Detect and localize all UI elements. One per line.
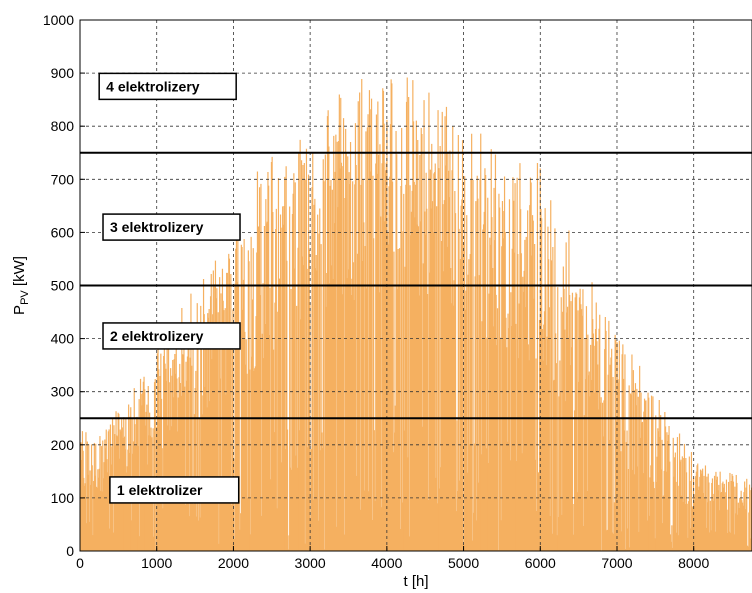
annotation-box: 4 elektrolizery	[98, 72, 237, 101]
y-axis-label-sub: PV	[19, 290, 31, 305]
x-tick-label: 3000	[295, 555, 326, 571]
x-tick-label: 7000	[601, 555, 632, 571]
y-tick-label: 400	[51, 331, 75, 347]
y-axis-label-main: P	[11, 305, 28, 315]
y-tick-label: 800	[51, 118, 75, 134]
x-tick-label: 5000	[448, 555, 479, 571]
annotation-frame	[102, 213, 241, 241]
x-tick-label: 6000	[525, 555, 556, 571]
x-ticks: 0 1000 2000 3000 4000 5000 6000 7000 8000	[76, 546, 709, 571]
x-tick-label: 8000	[678, 555, 709, 571]
x-tick-label: 1000	[141, 555, 172, 571]
y-tick-label: 200	[51, 437, 75, 453]
annotation-label: 3 elektrolizery	[110, 219, 204, 235]
y-ticks: 0 100 200 300 400 500 600 700 800 900 1000	[43, 12, 85, 559]
x-axis-label: t [h]	[403, 573, 428, 590]
x-tick-label: 2000	[218, 555, 249, 571]
x-tick-label: 4000	[371, 555, 402, 571]
annotation-box: 2 elektrolizery	[102, 322, 241, 350]
x-tick-label: 0	[76, 555, 84, 571]
y-tick-label: 300	[51, 384, 75, 400]
annotations: 4 elektrolizery 3 elektrolizery 2 elektrol…	[98, 72, 241, 504]
annotation-label: 4 elektrolizery	[106, 78, 200, 94]
y-axis-label-unit: [kW]	[11, 256, 28, 290]
y-tick-label: 700	[51, 171, 75, 187]
y-tick-label: 100	[51, 490, 75, 506]
y-tick-label: 900	[51, 65, 75, 81]
power-bars	[79, 77, 752, 551]
annotation-label: 2 elektrolizery	[110, 328, 204, 344]
y-axis-label: PPV [kW]	[11, 256, 31, 315]
y-tick-label: 600	[51, 224, 75, 240]
y-tick-label: 0	[66, 543, 74, 559]
annotation-label: 1 elektrolizer	[117, 482, 203, 498]
y-tick-label: 500	[51, 278, 75, 294]
annotation-box: 3 elektrolizery	[102, 213, 241, 241]
threshold-lines	[80, 151, 752, 420]
annotation-box: 1 elektrolizer	[109, 476, 240, 504]
annotation-frame	[102, 322, 241, 350]
annotation-frame	[98, 72, 237, 101]
annotation-frame	[109, 476, 240, 504]
y-tick-label: 1000	[43, 12, 74, 28]
